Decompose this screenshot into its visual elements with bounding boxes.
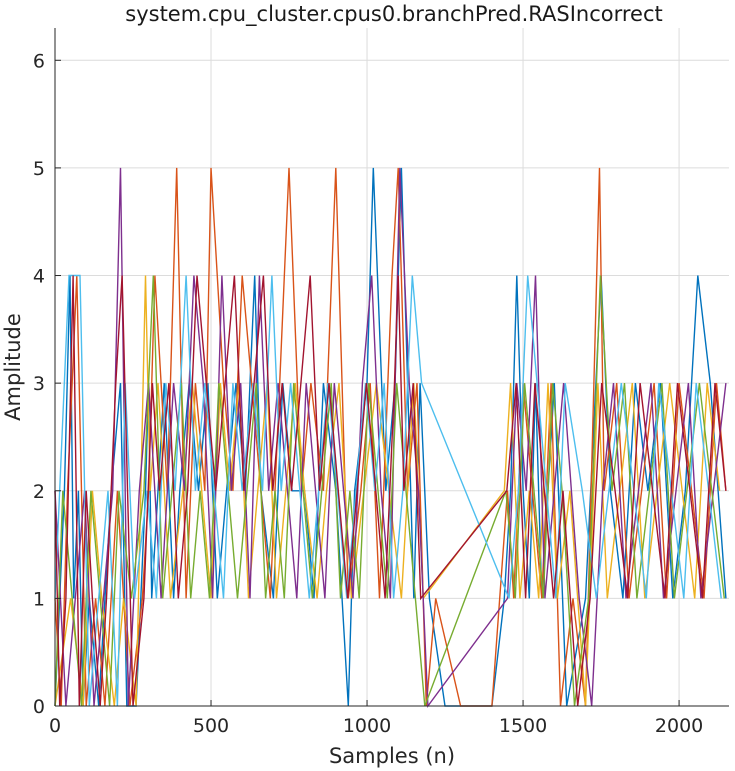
series-line-5 <box>54 275 725 707</box>
y-tick-label-0: 0 <box>33 696 45 718</box>
y-tick-label-1: 1 <box>33 588 45 610</box>
series-line-7 <box>54 275 727 707</box>
y-tick-label-4: 4 <box>33 266 45 288</box>
y-tick-label-3: 3 <box>33 373 45 395</box>
series-line-6 <box>54 274 722 707</box>
x-tick-label-4: 2000 <box>655 715 703 737</box>
x-axis-ticks: 0 500 1000 1500 2000 <box>49 700 703 737</box>
series-line-1 <box>54 167 727 707</box>
series-line-4 <box>54 167 727 709</box>
x-axis-label: Samples (n) <box>329 744 455 768</box>
y-tick-label-5: 5 <box>33 158 45 180</box>
axes <box>54 28 729 707</box>
y-tick-label-6: 6 <box>33 50 45 72</box>
x-tick-label-2: 1000 <box>343 715 391 737</box>
x-tick-label-0: 0 <box>49 715 61 737</box>
y-axis-label: Amplitude <box>1 313 25 421</box>
series-layer <box>54 167 727 709</box>
x-tick-label-3: 1500 <box>499 715 547 737</box>
x-tick-label-1: 500 <box>193 715 229 737</box>
chart-title: system.cpu_cluster.cpus0.branchPred.RASI… <box>125 2 662 27</box>
y-tick-label-2: 2 <box>33 481 45 503</box>
y-axis-ticks: 0 1 2 3 4 5 6 <box>33 50 61 718</box>
